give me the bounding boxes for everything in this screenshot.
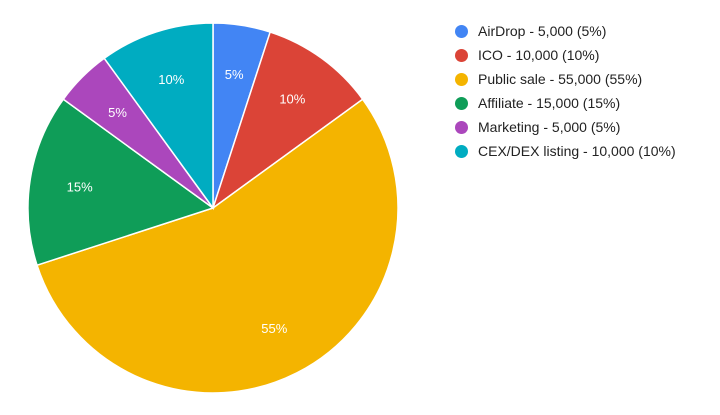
legend-item[interactable]: Marketing - 5,000 (5%) xyxy=(455,115,676,139)
slice-label: 10% xyxy=(158,72,184,87)
pie-slice-cex-dex-listing xyxy=(103,22,214,211)
legend-swatch xyxy=(455,96,468,110)
legend-label: CEX/DEX listing - 10,000 (10%) xyxy=(478,143,676,159)
legend-label: Marketing - 5,000 (5%) xyxy=(478,119,621,135)
legend-swatch xyxy=(455,144,468,158)
slice-label: 10% xyxy=(279,91,305,106)
legend-label: Affiliate - 15,000 (15%) xyxy=(478,95,621,111)
legend-label: Public sale - 55,000 (55%) xyxy=(478,71,643,87)
legend-swatch xyxy=(455,120,468,134)
legend-item[interactable]: Affiliate - 15,000 (15%) xyxy=(455,91,676,115)
legend-swatch xyxy=(455,72,468,86)
slice-label: 15% xyxy=(67,179,93,194)
chart-legend: AirDrop - 5,000 (5%) ICO - 10,000 (10%) Pu… xyxy=(455,19,676,163)
slice-label: 5% xyxy=(108,105,127,120)
legend-item[interactable]: AirDrop - 5,000 (5%) xyxy=(455,19,676,43)
legend-swatch xyxy=(455,48,468,62)
pie-slice-labels: 5% 10% 55% 15% 5% 10% xyxy=(67,67,306,336)
legend-label: ICO - 10,000 (10%) xyxy=(478,47,600,63)
pie-slice-ico xyxy=(211,31,364,210)
pie-slice-affiliate xyxy=(27,98,215,267)
legend-swatch xyxy=(455,24,468,38)
pie-slices xyxy=(27,22,399,394)
slice-label: 5% xyxy=(225,67,244,82)
legend-item[interactable]: Public sale - 55,000 (55%) xyxy=(455,67,676,91)
legend-item[interactable]: ICO - 10,000 (10%) xyxy=(455,43,676,67)
slice-label: 55% xyxy=(261,321,287,336)
legend-label: AirDrop - 5,000 (5%) xyxy=(478,23,607,39)
legend-item[interactable]: CEX/DEX listing - 10,000 (10%) xyxy=(455,139,676,163)
pie-slice-public-sale xyxy=(36,98,399,394)
